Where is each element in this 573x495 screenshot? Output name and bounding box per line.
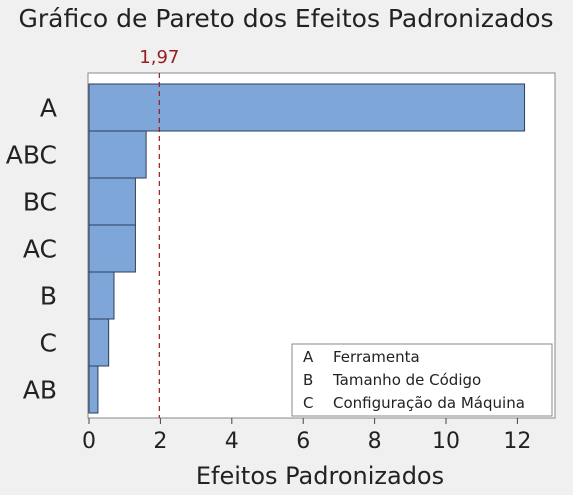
legend-key-b: B <box>303 371 313 389</box>
bar-ac <box>88 224 136 273</box>
bar-abc <box>88 130 147 179</box>
x-tick-label: 10 <box>432 429 460 454</box>
bars-group <box>88 83 526 414</box>
y-tick-label-abc: ABC <box>6 141 57 170</box>
x-tick-label: 4 <box>225 429 239 454</box>
x-tick-label: 6 <box>296 429 310 454</box>
y-tick-labels: A ABC BC AC BC AB <box>6 94 57 405</box>
x-tick-label: 0 <box>82 429 96 454</box>
x-tick-label: 8 <box>368 429 382 454</box>
reference-line-label: 1,97 <box>139 47 179 68</box>
legend-label-a: Ferramenta <box>333 348 420 366</box>
bar-c <box>88 318 110 367</box>
y-tick-label-b: B <box>40 282 57 311</box>
y-tick-label-bc: BC <box>23 188 57 217</box>
legend-box <box>291 343 553 417</box>
y-tick-label-ac: AC <box>23 235 57 264</box>
x-axis-label: Efeitos Padronizados <box>196 462 444 490</box>
bar-ab <box>88 365 99 414</box>
chart-title: Gráfico de Pareto dos Efeitos Padronizad… <box>18 4 553 33</box>
legend-label-b: Tamanho de Código <box>332 371 481 389</box>
bar-b <box>88 271 115 320</box>
bar-a <box>88 83 526 132</box>
y-tick-label-a: A <box>40 94 57 123</box>
legend: A Ferramenta B Tamanho de Código C Confi… <box>291 343 553 417</box>
y-tick-label-c: C <box>40 329 57 358</box>
x-tick-label: 12 <box>503 429 531 454</box>
legend-label-c: Configuração da Máquina <box>333 394 525 412</box>
legend-key-c: C <box>303 394 313 412</box>
y-tick-label-ab: AB <box>23 376 57 405</box>
bar-bc <box>88 177 136 226</box>
x-axis-ticks: 0 2 4 6 8 10 12 <box>82 418 531 454</box>
x-tick-label: 2 <box>153 429 167 454</box>
legend-key-a: A <box>303 348 314 366</box>
